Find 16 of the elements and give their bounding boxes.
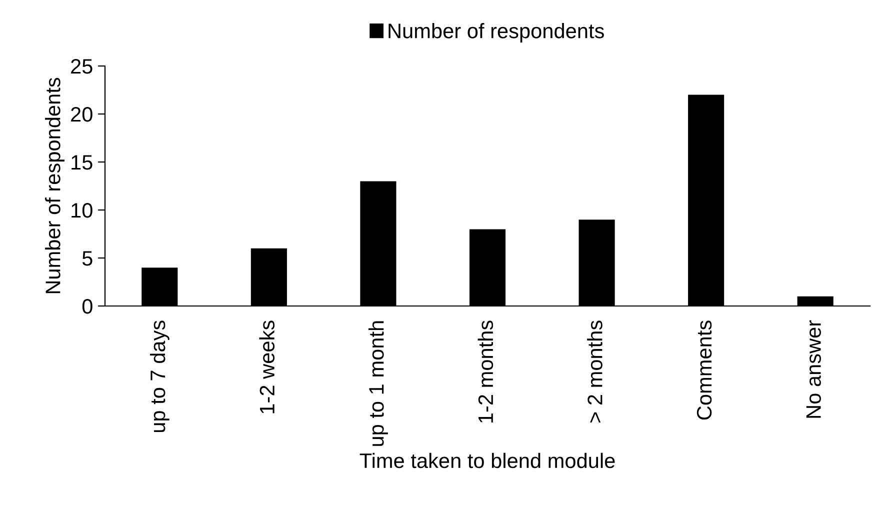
x-axis-title: Time taken to blend module	[360, 452, 615, 468]
x-tick-label: 1-2 weeks	[259, 320, 275, 414]
x-tick-label: up to 1 month	[368, 321, 388, 446]
x-tick-label: 1-2 months	[478, 320, 494, 423]
x-tick-label: up to 7 days	[150, 320, 170, 432]
y-tick-label: 5	[82, 251, 92, 266]
x-tick-label: > 2 months	[587, 320, 602, 423]
y-tick-label: 0	[82, 299, 92, 314]
y-tick-label: 10	[72, 203, 92, 218]
y-axis-title: Number of respondents	[45, 78, 64, 294]
y-tick-label: 15	[72, 155, 92, 170]
x-tick-label: No answer	[806, 320, 821, 418]
legend-label: Number of respondents	[388, 23, 604, 42]
x-tick-label: Comments	[696, 320, 712, 420]
y-tick-label: 25	[71, 59, 92, 74]
y-tick-label: 20	[71, 107, 92, 122]
